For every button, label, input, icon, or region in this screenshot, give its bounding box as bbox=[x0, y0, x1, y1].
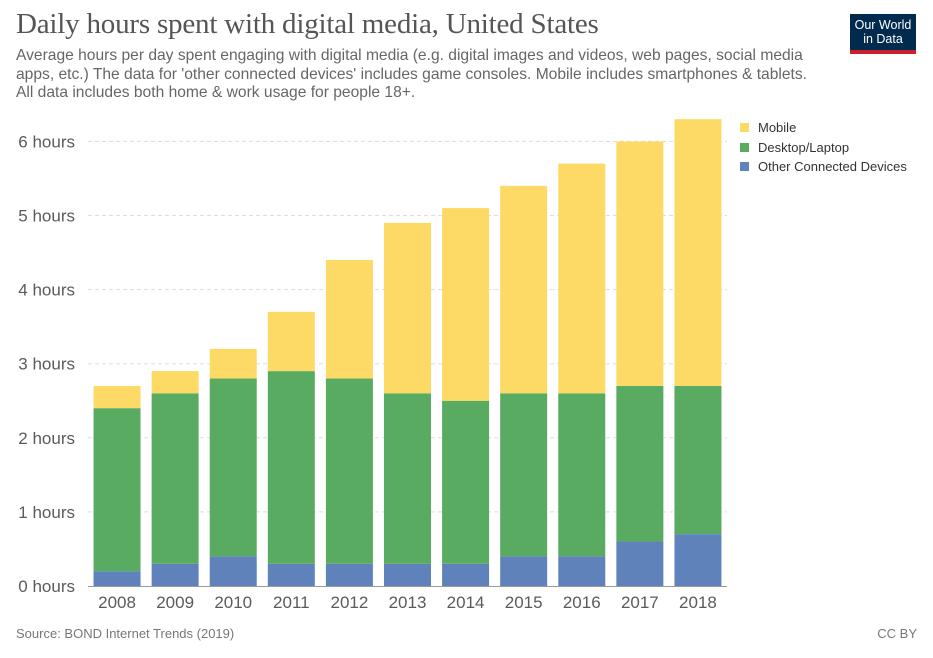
bar-segment bbox=[325, 563, 373, 586]
x-tick-label: 2015 bbox=[505, 593, 543, 612]
y-tick-label: 4 hours bbox=[18, 281, 75, 300]
legend-swatch-desktop bbox=[740, 142, 749, 152]
bar-segment bbox=[384, 393, 431, 564]
bar-segment bbox=[500, 393, 548, 557]
logo-line-1: Our World bbox=[854, 18, 912, 32]
logo-line-2: in Data bbox=[863, 32, 903, 46]
bar-segment bbox=[93, 408, 141, 572]
x-tick-label: 2013 bbox=[389, 593, 427, 612]
bar-segment bbox=[500, 556, 548, 586]
bar-segment bbox=[674, 385, 722, 535]
bar-segment bbox=[384, 563, 431, 586]
y-tick-label: 0 hours bbox=[18, 577, 75, 596]
bar-segment bbox=[325, 259, 373, 379]
bar-segment bbox=[558, 556, 606, 586]
license-link[interactable]: CC BY bbox=[877, 626, 917, 641]
bar-segment bbox=[616, 385, 664, 542]
bar-segment bbox=[674, 119, 722, 386]
legend-label-other: Other Connected Devices bbox=[758, 159, 907, 175]
source-note[interactable]: Source: BOND Internet Trends (2019) bbox=[16, 626, 235, 641]
bar-segment bbox=[558, 393, 606, 557]
bar-segment bbox=[151, 371, 199, 394]
x-tick-label: 2016 bbox=[563, 593, 601, 612]
bar-segment bbox=[267, 371, 315, 564]
chart-subtitle: Average hours per day spent engaging wit… bbox=[16, 47, 807, 101]
bar-segment bbox=[442, 400, 490, 564]
y-tick-label: 6 hours bbox=[18, 132, 75, 151]
x-tick-label: 2017 bbox=[621, 593, 659, 612]
bar-segment bbox=[674, 534, 722, 586]
legend-item-mobile[interactable]: Mobile bbox=[740, 118, 907, 138]
bar-segment bbox=[267, 311, 315, 372]
bar-segment bbox=[500, 185, 548, 394]
bar-segment bbox=[93, 571, 141, 586]
x-tick-label: 2012 bbox=[330, 593, 368, 612]
owid-logo[interactable]: Our World in Data bbox=[850, 14, 916, 54]
bar-segment bbox=[151, 563, 199, 586]
bar-segment bbox=[442, 208, 490, 401]
y-tick-label: 3 hours bbox=[18, 355, 75, 374]
x-tick-label: 2008 bbox=[98, 593, 136, 612]
bar-segment bbox=[616, 541, 664, 586]
x-tick-label: 2011 bbox=[273, 593, 310, 612]
bar-segment bbox=[558, 163, 606, 394]
chart-legend: Mobile Desktop/Laptop Other Connected De… bbox=[740, 118, 907, 177]
bar-segment bbox=[384, 222, 431, 394]
chart-title: Daily hours spent with digital media, Un… bbox=[16, 8, 599, 40]
bar-segment bbox=[616, 141, 664, 386]
bar-segment bbox=[267, 563, 315, 586]
legend-label-mobile: Mobile bbox=[758, 120, 797, 136]
bar-segment bbox=[93, 385, 141, 409]
bar-segment bbox=[151, 393, 199, 564]
legend-item-desktop[interactable]: Desktop/Laptop bbox=[740, 138, 907, 158]
bar-segment bbox=[209, 348, 257, 379]
bar-segment bbox=[442, 563, 490, 586]
bar-segment bbox=[209, 556, 257, 586]
x-tick-label: 2009 bbox=[156, 593, 194, 612]
legend-swatch-mobile bbox=[740, 123, 749, 133]
bar-segment bbox=[325, 378, 373, 564]
legend-item-other[interactable]: Other Connected Devices bbox=[740, 157, 907, 177]
bar-segment bbox=[209, 378, 257, 557]
x-tick-label: 2018 bbox=[679, 593, 717, 612]
legend-label-desktop: Desktop/Laptop bbox=[758, 139, 850, 155]
x-tick-label: 2010 bbox=[214, 593, 252, 612]
y-tick-label: 2 hours bbox=[18, 429, 75, 448]
legend-swatch-other bbox=[740, 162, 749, 172]
y-tick-label: 1 hours bbox=[18, 503, 75, 522]
y-tick-label: 5 hours bbox=[18, 207, 75, 226]
x-tick-label: 2014 bbox=[447, 593, 485, 612]
